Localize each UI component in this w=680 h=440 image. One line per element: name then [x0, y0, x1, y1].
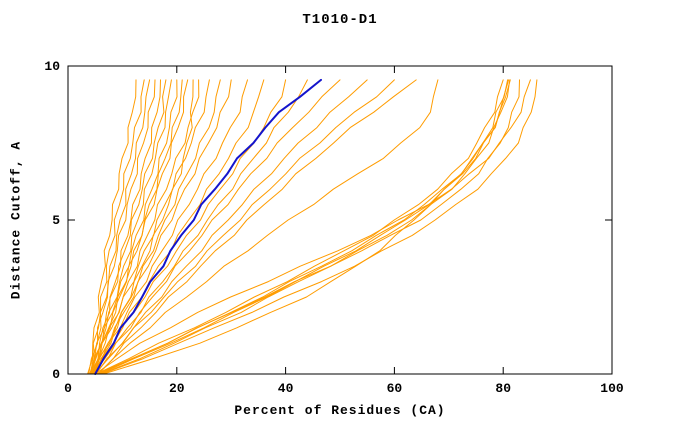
model-curve — [89, 79, 167, 375]
y-tick-label: 10 — [44, 59, 60, 74]
model-curve — [98, 79, 439, 375]
model-curve — [93, 79, 221, 375]
model-curve — [95, 79, 368, 375]
y-tick-label: 0 — [52, 367, 60, 382]
model-curve — [92, 79, 183, 375]
model-curve — [90, 79, 151, 375]
model-curve — [92, 79, 161, 375]
model-curve — [89, 79, 178, 375]
model-curve — [99, 79, 510, 375]
model-curve — [91, 79, 200, 375]
x-tick-label: 20 — [169, 381, 185, 396]
model-curve — [102, 79, 511, 375]
y-tick-label: 5 — [52, 213, 60, 228]
model-curve — [94, 79, 395, 375]
model-curve — [94, 79, 308, 375]
model-curve — [88, 79, 156, 375]
x-tick-label: 40 — [278, 381, 294, 396]
model-curve — [101, 79, 538, 375]
x-tick-label: 100 — [600, 381, 624, 396]
model-curve — [92, 79, 341, 375]
model-curve — [92, 79, 248, 375]
model-curve — [89, 79, 210, 375]
model-curve — [94, 79, 531, 375]
model-curve — [96, 79, 520, 375]
x-axis-label: Percent of Residues (CA) — [234, 403, 446, 418]
x-tick-label: 0 — [64, 381, 72, 396]
chart-title: T1010-D1 — [302, 12, 378, 28]
model-curve — [97, 79, 417, 375]
highlighted-model-curve — [94, 78, 322, 375]
model-curve — [90, 79, 172, 375]
model-curve — [90, 79, 232, 375]
x-tick-label: 60 — [387, 381, 403, 396]
model-curve — [95, 79, 504, 375]
model-curve — [87, 79, 137, 375]
x-tick-label: 80 — [495, 381, 511, 396]
